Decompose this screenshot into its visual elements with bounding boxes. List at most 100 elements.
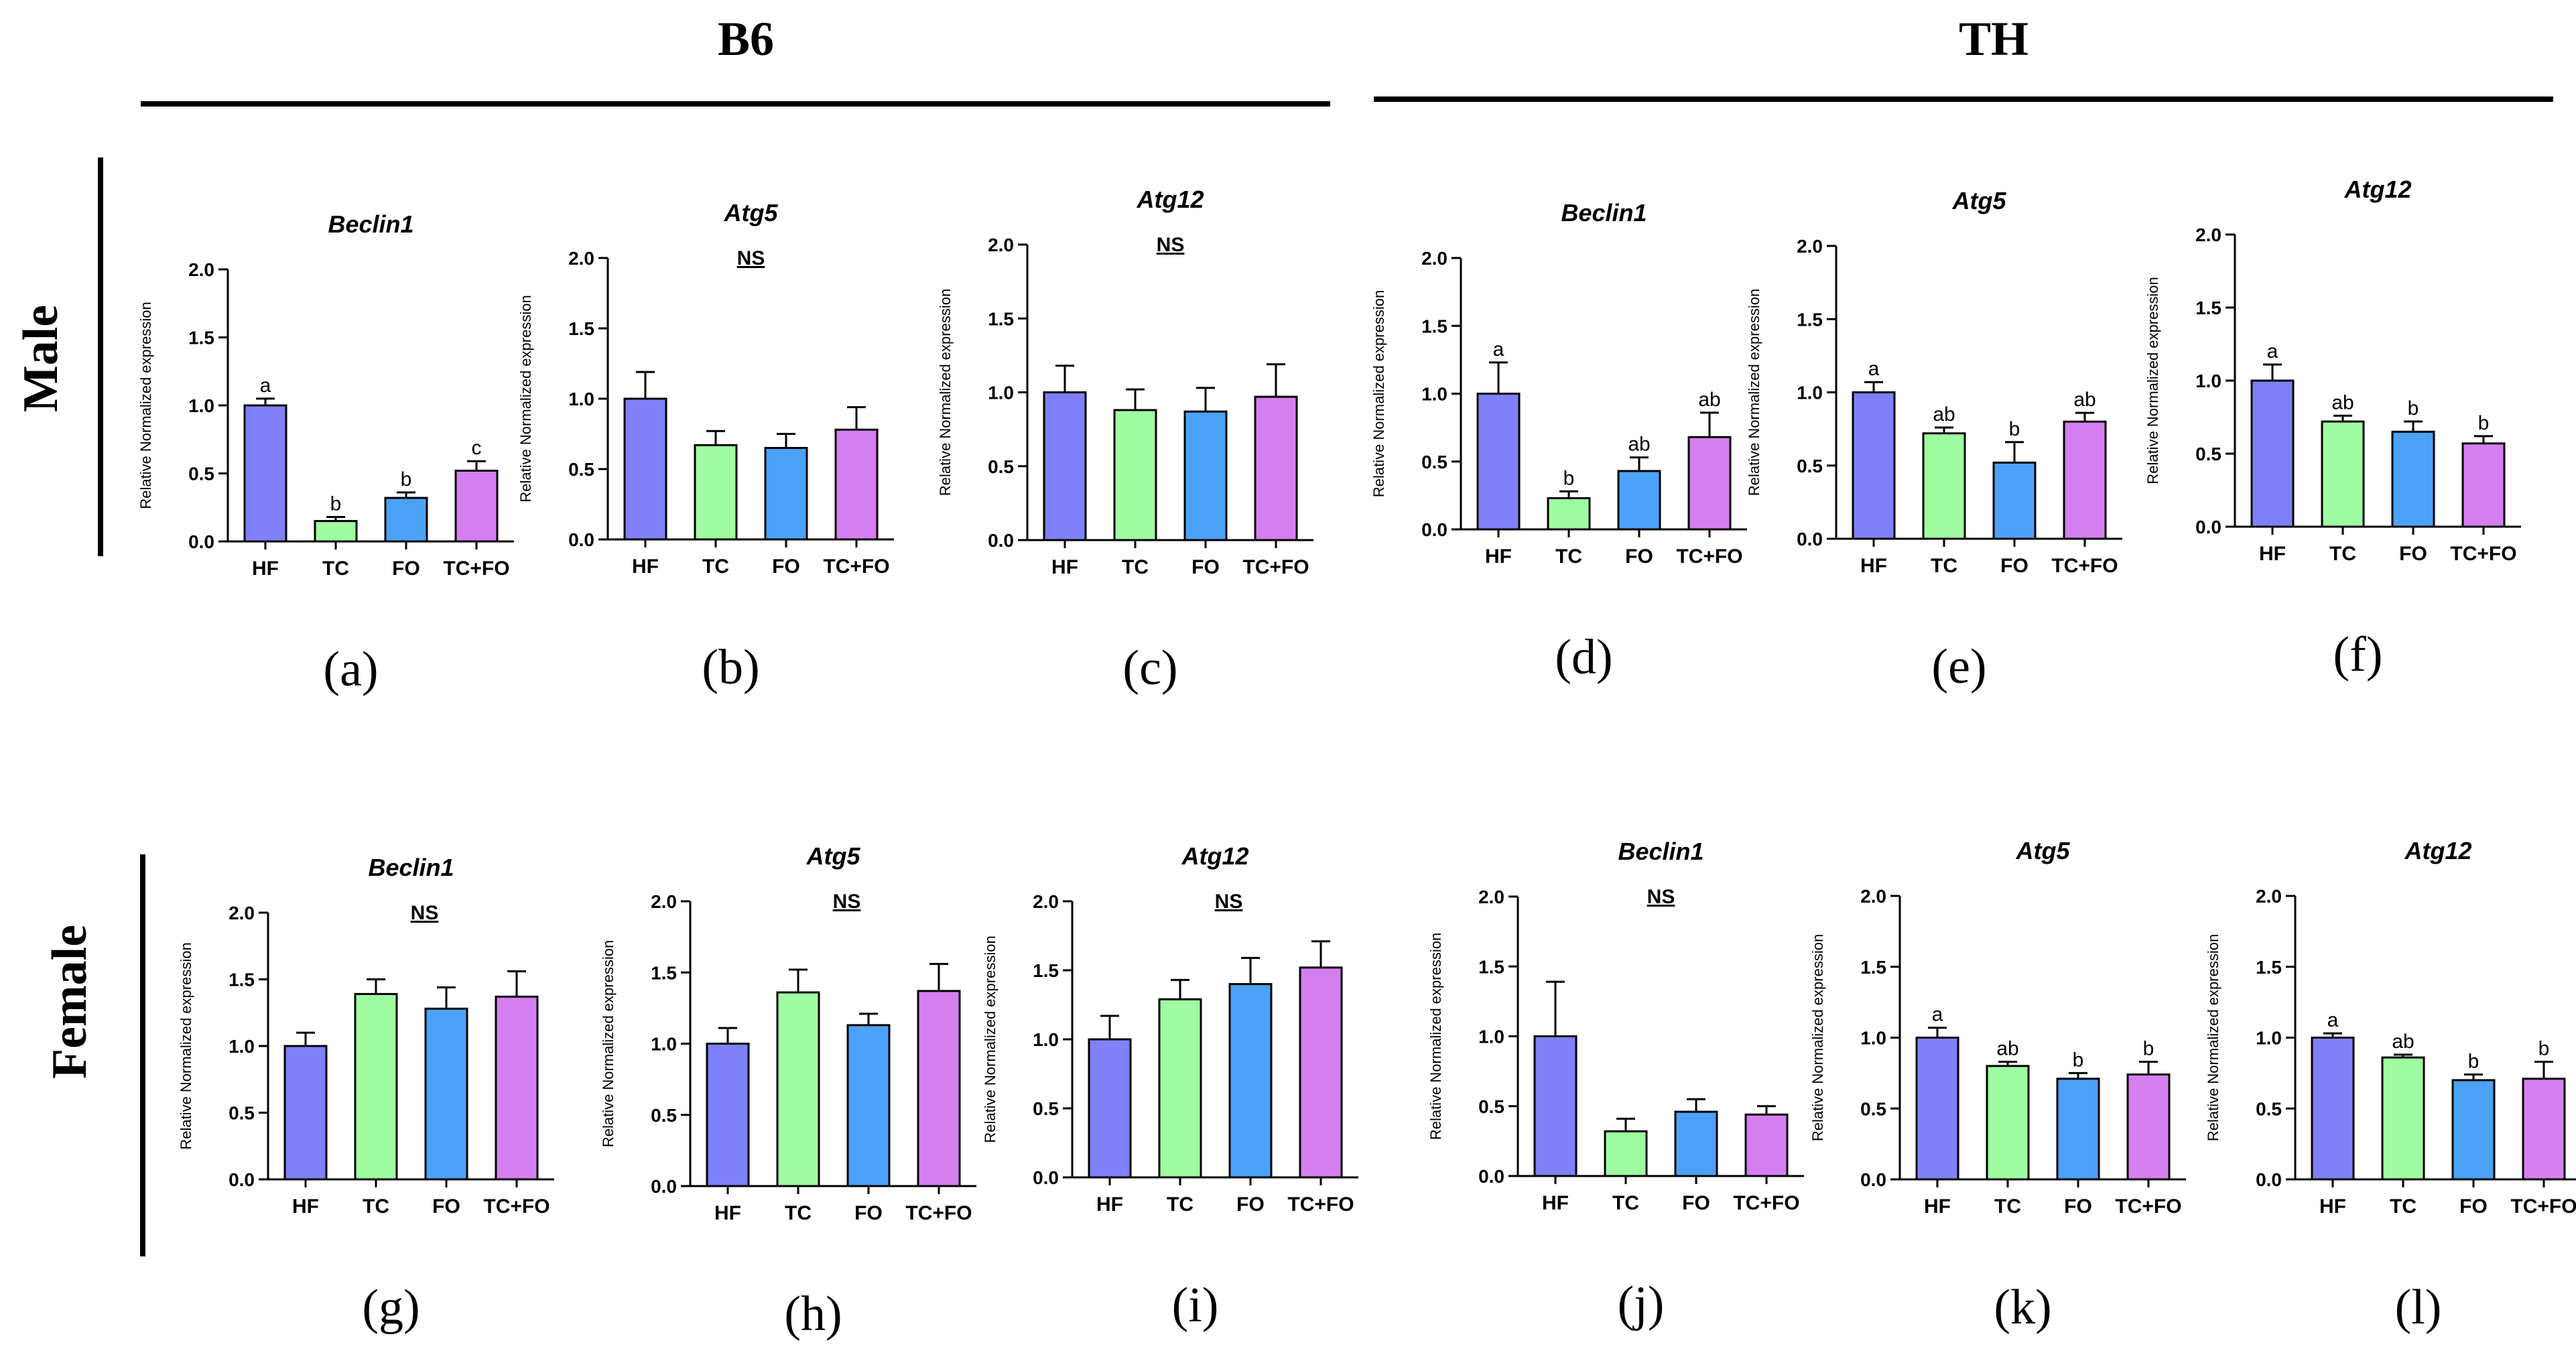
y-tick-label: 1.0 (651, 1034, 677, 1055)
x-tick-label: TC+FO (823, 556, 889, 578)
significance-letter: a (1493, 338, 1504, 361)
significance-label: NS (411, 902, 439, 924)
bar-tc (1547, 497, 1591, 531)
bar-tc-plus-fo (1299, 966, 1343, 1179)
chart-panel-b: Atg5 NS Relative Normalized expression 0.0 0… (517, 199, 894, 695)
y-tick-label: 0.5 (1421, 452, 1447, 472)
x-tick-label: HF (252, 558, 279, 580)
y-tick-label: 0.5 (2195, 444, 2221, 464)
x-tick-label: HF (1051, 556, 1078, 578)
chart-title: Atg5 (806, 842, 861, 870)
y-axis-label: Relative Normalized expression (982, 935, 999, 1143)
y-tick-label: 2.0 (2195, 224, 2221, 245)
significance-label: NS (737, 247, 765, 269)
x-tick-label: TC+FO (905, 1202, 972, 1224)
y-tick-label: 1.5 (1478, 956, 1504, 977)
bar-tc-plus-fo (454, 469, 499, 543)
chart-panel-f: Atg12 Relative Normalized expression 0.0 0.… (2144, 176, 2521, 682)
y-tick-label: 2.0 (1860, 886, 1886, 907)
x-tick-label: HF (2259, 543, 2286, 565)
panel-label: (h) (784, 1287, 842, 1342)
x-tick-label: TC+FO (2115, 1195, 2181, 1218)
bar-fo (1228, 983, 1273, 1179)
y-tick-label: 1.5 (1033, 960, 1059, 981)
bar-fo (2056, 1078, 2100, 1181)
x-tick-label: HF (632, 556, 659, 578)
chart-panel-e: Atg5 Relative Normalized expression 0.0 0.5… (1746, 187, 2122, 694)
bar-tc (694, 444, 738, 541)
chart-title: Atg5 (1952, 187, 2007, 214)
chart-panel-a: Beclin1 Relative Normalized expression 0.0… (137, 210, 514, 697)
bar-tc (1922, 432, 1966, 540)
significance-letter: b (2408, 397, 2419, 419)
bar-hf (1852, 391, 1896, 540)
y-tick-label: 2.0 (2256, 886, 2282, 907)
x-tick-label: TC (702, 556, 729, 578)
y-tick-label: 1.5 (188, 328, 214, 348)
bar-tc (776, 991, 820, 1187)
y-tick-label: 0.0 (1797, 529, 1823, 549)
y-tick-label: 2.0 (1478, 887, 1504, 907)
x-tick-label: FO (1682, 1192, 1710, 1214)
y-tick-label: 1.0 (229, 1036, 255, 1057)
bar-fo (2451, 1079, 2496, 1181)
x-tick-label: TC (1555, 545, 1582, 568)
panel-label: (d) (1555, 630, 1612, 685)
y-tick-label: 1.5 (1421, 316, 1447, 336)
x-tick-label: TC (322, 558, 349, 580)
significance-letter: a (2327, 1009, 2339, 1031)
significance-label: NS (1215, 891, 1243, 913)
chart-panel-h: Atg5 NS Relative Normalized expression 0.0 0… (600, 842, 976, 1342)
y-tick-label: 0.0 (1478, 1166, 1504, 1187)
chart-title: Beclin1 (328, 210, 413, 238)
x-tick-label: HF (1860, 555, 1887, 577)
significance-letter: b (2143, 1037, 2154, 1059)
chart-title: Beclin1 (368, 854, 454, 881)
y-tick-label: 0.0 (1421, 519, 1447, 540)
bar-hf (283, 1045, 328, 1181)
significance-letter: b (2478, 412, 2490, 434)
chart-panel-c: Atg12 NS Relative Normalized expression 0.0… (937, 186, 1313, 696)
chart-panel-d: Beclin1 Relative Normalized expression 0.0… (1370, 199, 1747, 685)
y-axis-label: Relative Normalized expression (1427, 933, 1444, 1140)
y-tick-label: 0.0 (2195, 517, 2221, 537)
y-tick-label: 0.0 (568, 529, 594, 550)
y-tick-label: 1.0 (2195, 371, 2221, 391)
bar-tc (2381, 1056, 2425, 1181)
x-tick-label: FO (432, 1195, 460, 1218)
x-tick-label: TC (2329, 543, 2356, 565)
chart-title: Beclin1 (1618, 838, 1703, 865)
bar-tc-plus-fo (2461, 442, 2506, 528)
bar-tc (1158, 998, 1202, 1179)
y-axis-label: Relative Normalized expression (937, 289, 954, 496)
x-tick-label: TC+FO (1287, 1193, 1354, 1216)
y-tick-label: 2.0 (188, 259, 214, 280)
chart-title: Atg12 (1136, 186, 1204, 213)
y-tick-label: 1.0 (568, 389, 594, 409)
significance-letter: a (1932, 1004, 1943, 1026)
chart-panel-k: Atg5 Relative Normalized expression 0.0 0.5… (1809, 837, 2186, 1335)
y-tick-label: 2.0 (651, 891, 677, 912)
x-tick-label: FO (1236, 1193, 1265, 1216)
x-tick-label: TC+FO (2510, 1195, 2576, 1218)
y-tick-label: 0.5 (568, 459, 594, 480)
y-tick-label: 1.0 (1478, 1027, 1504, 1047)
y-tick-label: 1.5 (651, 962, 677, 983)
bar-tc-plus-fo (1254, 395, 1298, 541)
significance-label: NS (833, 891, 861, 913)
bar-hf (1915, 1037, 1959, 1181)
y-tick-label: 2.0 (1797, 236, 1823, 257)
x-tick-label: TC+FO (1676, 545, 1742, 568)
bar-tc (1113, 409, 1157, 541)
bar-hf (1043, 391, 1087, 541)
y-tick-label: 1.5 (1797, 309, 1823, 330)
sex-label-female: Female (42, 925, 97, 1079)
chart-panel-j: Beclin1 NS Relative Normalized expression 0… (1427, 838, 1804, 1331)
x-tick-label: FO (392, 558, 420, 580)
y-tick-label: 1.5 (2256, 957, 2282, 978)
bar-fo (2391, 430, 2435, 528)
bar-fo (1617, 470, 1661, 531)
y-axis-label: Relative Normalized expression (1746, 289, 1762, 496)
y-tick-label: 2.0 (1421, 248, 1447, 269)
